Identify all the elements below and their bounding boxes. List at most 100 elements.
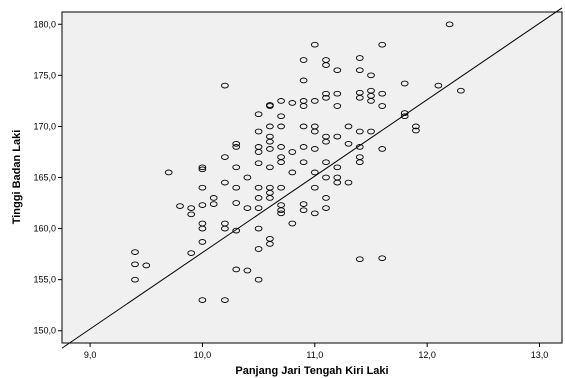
data-point: [310, 98, 319, 104]
data-point: [232, 140, 241, 147]
data-point: [288, 169, 297, 176]
data-point: [400, 110, 409, 116]
data-point: [221, 82, 229, 89]
data-point: [367, 98, 375, 104]
data-point: [187, 250, 196, 256]
data-point: [299, 103, 308, 109]
data-point: [266, 146, 274, 152]
data-point: [310, 41, 319, 48]
data-point: [209, 195, 218, 201]
data-point: [198, 184, 207, 191]
y-axis-title: Tinggi Badan Laki: [11, 130, 23, 225]
data-point: [333, 67, 342, 74]
data-point: [232, 227, 241, 234]
data-point: [355, 256, 364, 263]
data-point: [378, 255, 387, 262]
data-point: [288, 220, 297, 227]
data-point: [299, 57, 308, 63]
data-point: [355, 128, 364, 135]
data-point: [277, 113, 285, 120]
data-point: [187, 211, 196, 218]
data-point: [232, 200, 241, 206]
reference-line-layer: [61, 7, 563, 349]
data-point: [232, 164, 241, 171]
data-point: [221, 179, 229, 186]
data-point: [367, 128, 375, 135]
data-point: [457, 87, 465, 94]
data-point: [310, 210, 319, 217]
data-point: [254, 205, 263, 211]
x-tick-label: 12,0: [418, 350, 436, 360]
data-point: [355, 67, 364, 74]
y-tick-label: 150,0: [33, 326, 56, 336]
data-point: [142, 262, 151, 269]
data-point: [322, 195, 330, 201]
data-point: [299, 144, 308, 150]
data-point: [355, 144, 364, 150]
data-point: [299, 201, 308, 207]
data-point: [198, 239, 207, 245]
data-point: [322, 138, 330, 145]
data-point: [333, 90, 342, 97]
data-point: [254, 195, 263, 201]
data-point: [400, 113, 409, 120]
data-point: [266, 164, 274, 171]
data-point: [131, 276, 139, 283]
data-point: [333, 179, 342, 186]
data-point: [277, 144, 285, 150]
x-tick-label: 13,0: [531, 350, 549, 360]
data-point: [198, 297, 207, 303]
data-point: [198, 166, 207, 173]
data-point: [221, 225, 229, 232]
data-point: [322, 205, 330, 211]
data-point: [445, 21, 454, 28]
data-point: [378, 41, 387, 48]
data-point: [243, 267, 252, 274]
data-point: [310, 169, 319, 176]
data-point: [378, 90, 387, 97]
data-point: [254, 111, 263, 118]
data-point: [322, 174, 330, 181]
data-point: [333, 164, 342, 171]
data-point: [299, 77, 308, 84]
data-point: [378, 103, 387, 109]
data-point: [322, 90, 330, 97]
data-point: [254, 128, 263, 135]
data-point: [221, 297, 229, 303]
x-axis: 9,0 10,0 11,0 12,0 13,0: [84, 343, 548, 360]
data-point: [355, 159, 364, 166]
data-point: [299, 159, 308, 166]
data-point: [209, 201, 218, 207]
data-point: [378, 146, 387, 152]
data-point: [266, 195, 274, 201]
data-point: [344, 140, 353, 147]
data-point: [310, 184, 319, 191]
data-point: [333, 133, 342, 140]
y-tick-label: 180,0: [33, 19, 56, 29]
data-point: [266, 123, 274, 130]
data-point: [277, 159, 285, 166]
data-point: [198, 164, 207, 171]
data-point: [288, 100, 297, 106]
data-point: [254, 246, 263, 252]
data-point: [310, 146, 319, 152]
reference-line: [61, 7, 563, 349]
data-point: [277, 184, 285, 191]
data-point: [412, 127, 420, 134]
data-point: [322, 94, 330, 101]
data-point: [266, 103, 274, 109]
data-point: [288, 149, 297, 155]
data-point: [164, 169, 173, 176]
data-point: [266, 241, 274, 247]
data-point: [243, 205, 252, 211]
data-point: [322, 62, 330, 68]
data-point: [412, 123, 420, 130]
x-tick-label: 11,0: [306, 350, 323, 360]
data-point: [221, 154, 229, 160]
data-point: [176, 203, 184, 209]
data-point: [355, 55, 364, 61]
data-point: [322, 159, 330, 166]
data-point: [254, 184, 263, 191]
